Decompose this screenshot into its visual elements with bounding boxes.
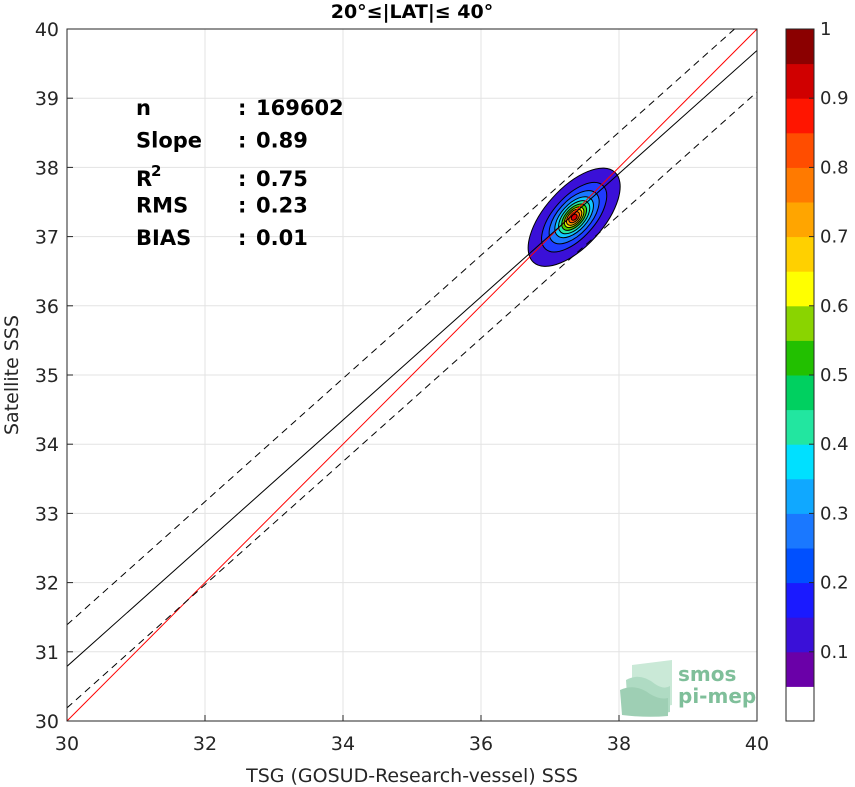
colorbar-segment — [786, 305, 814, 341]
colorbar-tick-label: 1 — [820, 19, 831, 40]
stats-box: n:169602Slope:0.89R2:0.75RMS:0.23BIAS:0.… — [136, 96, 344, 250]
logo-line2: pi-mep — [678, 684, 756, 708]
colorbar-segment — [786, 132, 814, 168]
y-tick-label: 40 — [35, 19, 59, 41]
colorbar-tick-label: 0.8 — [820, 157, 849, 178]
y-tick-label: 36 — [35, 296, 59, 318]
y-tick-label: 37 — [35, 227, 59, 249]
stat-key: n — [136, 96, 151, 120]
stat-value: 0.89 — [256, 129, 308, 153]
colorbar-tick-label: 0.9 — [820, 88, 849, 109]
x-tick-label: 30 — [55, 733, 79, 755]
y-tick-label: 35 — [35, 365, 59, 387]
colorbar-tick-label: 0.7 — [820, 227, 849, 248]
stat-value: 169602 — [256, 96, 344, 120]
colorbar-segment — [786, 582, 814, 618]
y-tick-label: 31 — [35, 642, 59, 664]
y-tick-label: 38 — [35, 157, 59, 179]
stat-sep: : — [238, 194, 246, 218]
colorbar-segment — [786, 98, 814, 134]
colorbar-tick-label: 0.3 — [820, 503, 849, 524]
logo-line1: smos — [678, 662, 736, 686]
colorbar-segment — [786, 548, 814, 584]
y-axis-ticks: 30 31 32 33 34 35 36 37 38 39 40 — [35, 19, 73, 733]
y-tick-label: 33 — [35, 503, 59, 525]
smos-pi-mep-logo: smos pi-mep — [620, 660, 756, 717]
colorbar-segment — [786, 617, 814, 653]
x-tick-label: 36 — [469, 733, 493, 755]
colorbar-segment — [786, 651, 814, 687]
line-fit- — [67, 29, 736, 626]
colorbar: 0.1 0.2 0.3 0.4 0.5 0.6 0.7 0.8 0.9 1 — [785, 19, 849, 722]
colorbar-segment — [786, 686, 814, 722]
stat-key-sup: 2 — [151, 162, 161, 180]
colorbar-segment — [786, 202, 814, 238]
stat-value: 0.75 — [256, 167, 308, 191]
stat-key: R — [136, 167, 152, 191]
x-axis-ticks: 30 32 34 36 38 40 — [55, 715, 769, 755]
line-fit — [67, 50, 757, 667]
colorbar-tick-label: 0.5 — [820, 365, 849, 386]
x-tick-label: 38 — [607, 733, 631, 755]
x-tick-label: 40 — [745, 733, 769, 755]
stat-key: RMS — [136, 194, 188, 218]
stat-sep: : — [238, 226, 246, 250]
x-tick-label: 34 — [331, 733, 355, 755]
logo-waves-icon — [620, 660, 672, 717]
colorbar-segment — [786, 478, 814, 514]
chart-title: 20°≤|LAT|≤ 40° — [331, 1, 494, 23]
regression-lines — [67, 29, 757, 721]
y-axis-label: Satellite SSS — [1, 315, 23, 435]
colorbar-tick-label: 0.4 — [820, 434, 849, 455]
colorbar-segment — [786, 375, 814, 411]
stat-sep: : — [238, 167, 246, 191]
colorbar-tick-label: 0.6 — [820, 296, 849, 317]
colorbar-segment — [786, 513, 814, 549]
y-tick-label: 32 — [35, 573, 59, 595]
colorbar-tick-label: 0.1 — [820, 642, 849, 663]
stat-value: 0.23 — [256, 194, 308, 218]
density-contours — [527, 167, 621, 267]
x-tick-label: 32 — [193, 733, 217, 755]
line-1-1 — [67, 29, 757, 721]
colorbar-segment — [786, 29, 814, 65]
x-axis-label: TSG (GOSUD-Research-vessel) SSS — [245, 765, 578, 787]
stat-sep: : — [238, 96, 246, 120]
colorbar-segment — [786, 271, 814, 307]
stat-key: Slope — [136, 129, 202, 153]
colorbar-segment — [786, 409, 814, 445]
stat-sep: : — [238, 129, 246, 153]
y-tick-label: 39 — [35, 88, 59, 110]
colorbar-segment — [786, 63, 814, 99]
colorbar-segment — [786, 167, 814, 203]
line-fit- — [67, 91, 757, 709]
y-tick-label: 34 — [35, 434, 59, 456]
stat-value: 0.01 — [256, 226, 308, 250]
stat-key: BIAS — [136, 226, 191, 250]
colorbar-segment — [786, 340, 814, 376]
colorbar-tick-label: 0.2 — [820, 573, 849, 594]
colorbar-segment — [786, 236, 814, 272]
y-tick-label: 30 — [35, 711, 59, 733]
colorbar-segment — [786, 444, 814, 480]
